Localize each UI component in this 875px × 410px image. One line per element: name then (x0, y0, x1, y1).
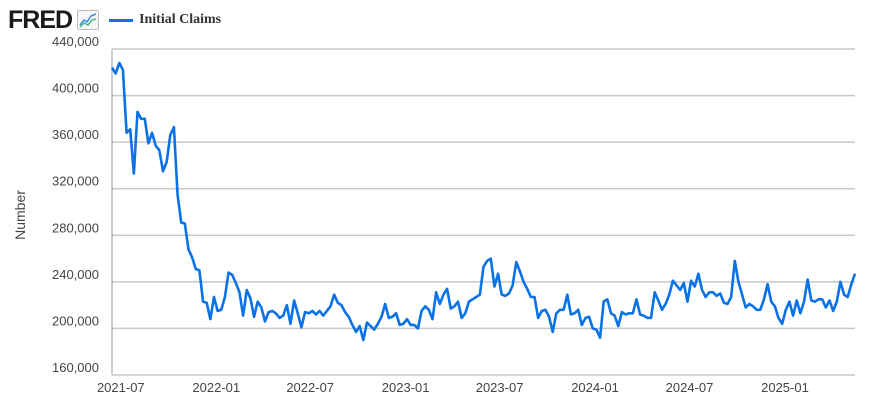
x-tick-label: 2022-07 (286, 380, 334, 395)
x-tick-label: 2021-07 (97, 380, 145, 395)
y-tick-label: 240,000 (52, 267, 99, 282)
legend-swatch (109, 18, 134, 22)
fred-logo: FRED (8, 5, 73, 34)
y-tick-label: 320,000 (52, 174, 99, 189)
y-tick-label: 160,000 (52, 360, 99, 375)
x-tick-label: 2024-01 (571, 380, 619, 395)
x-tick-label: 2023-07 (476, 380, 524, 395)
y-tick-label: 280,000 (52, 220, 99, 235)
y-tick-label: 400,000 (52, 81, 99, 96)
y-tick-label: 360,000 (52, 127, 99, 142)
legend-label[interactable]: Initial Claims (139, 12, 222, 27)
y-tick-label: 200,000 (52, 313, 99, 328)
line-chart-icon (77, 10, 100, 30)
series-line-0 (110, 61, 857, 342)
chart-header: FRED Initial Claims (8, 6, 221, 34)
x-tick-label: 2025-01 (761, 380, 809, 395)
y-axis-label: Number (12, 190, 28, 240)
y-tick-label: 440,000 (52, 34, 99, 49)
x-tick-label: 2023-01 (382, 380, 430, 395)
x-tick-label: 2022-01 (192, 380, 240, 395)
x-tick-label: 2024-07 (666, 380, 714, 395)
